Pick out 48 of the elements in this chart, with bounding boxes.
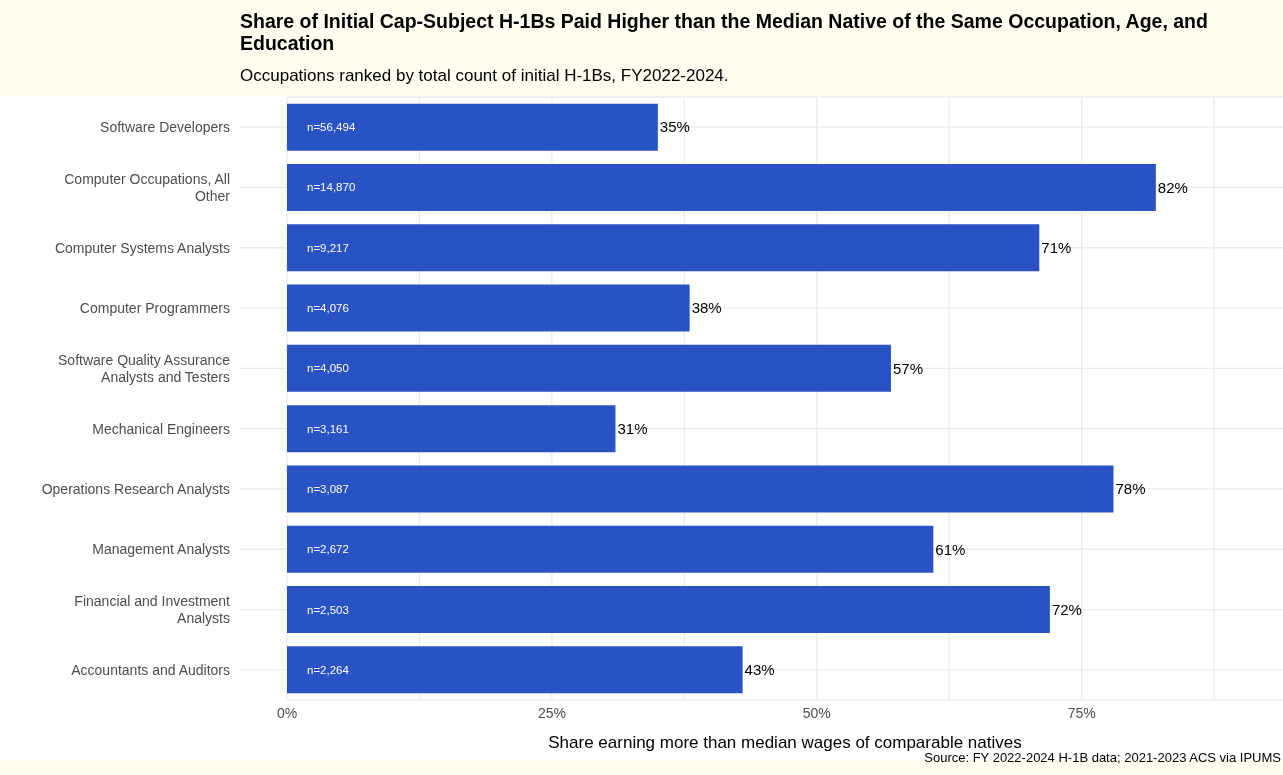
annotation: n=4,076 xyxy=(307,302,349,315)
y-tick-label: Computer Systems Analysts xyxy=(54,239,230,256)
annotation: n=4,050 xyxy=(307,362,349,375)
bar xyxy=(287,284,690,332)
bar xyxy=(287,163,1156,211)
bar xyxy=(287,405,616,453)
chart-title: Share of Initial Cap-Subject H-1Bs Paid Higher than the Median Native of the Same Occupation, Age, and Education xyxy=(240,10,1209,54)
bar xyxy=(287,646,743,694)
y-tick-label: Operations Research Analysts xyxy=(41,480,230,497)
source-note: Source: FY 2022-2024 H-1B data; 2021-2023 ACS via IPUMS xyxy=(924,750,1281,765)
data-label: 78% xyxy=(1115,480,1146,498)
y-tick-label: Accountants and Auditors xyxy=(71,661,230,678)
annotation: n=56,494 xyxy=(307,121,356,134)
annotation: n=9,217 xyxy=(307,241,349,254)
y-tick-label: Software Quality Assurance Analysts and Testers xyxy=(58,351,231,385)
data-label: 82% xyxy=(1157,178,1188,196)
data-label: 57% xyxy=(892,359,923,377)
bar xyxy=(287,103,658,151)
data-label: 72% xyxy=(1051,600,1082,618)
x-tick-label: 25% xyxy=(537,704,566,721)
y-tick-label: Computer Occupations, All Other xyxy=(64,170,231,204)
annotation: n=3,161 xyxy=(307,422,349,435)
data-label: 61% xyxy=(935,540,966,558)
y-tick-label: Software Developers xyxy=(100,119,230,136)
data-label: 38% xyxy=(691,299,722,317)
x-tick-label: 50% xyxy=(802,704,831,721)
data-label: 71% xyxy=(1041,239,1072,257)
annotation: n=3,087 xyxy=(307,482,349,495)
bar xyxy=(287,344,891,392)
annotation: n=2,264 xyxy=(307,663,350,676)
data-label: 31% xyxy=(617,419,648,437)
annotation: n=2,672 xyxy=(307,543,349,556)
y-tick-label: Computer Programmers xyxy=(79,300,230,317)
data-label: 35% xyxy=(659,118,690,136)
x-axis-title: Share earning more than median wages of comparable natives xyxy=(548,733,1022,752)
bar xyxy=(287,224,1040,272)
bar xyxy=(287,465,1114,513)
bar xyxy=(287,586,1050,634)
y-tick-label: Management Analysts xyxy=(92,541,230,558)
chart-subtitle: Occupations ranked by total count of initial H-1Bs, FY2022-2024. xyxy=(240,66,729,86)
x-tick-label: 75% xyxy=(1067,704,1096,721)
data-label: 43% xyxy=(744,661,775,679)
annotation: n=2,503 xyxy=(307,603,349,616)
bar xyxy=(287,525,934,573)
y-tick-label: Mechanical Engineers xyxy=(92,420,230,437)
y-tick-label: Financial and Investment Analysts xyxy=(74,593,231,627)
x-tick-label: 0% xyxy=(276,704,298,721)
annotation: n=14,870 xyxy=(307,181,356,194)
